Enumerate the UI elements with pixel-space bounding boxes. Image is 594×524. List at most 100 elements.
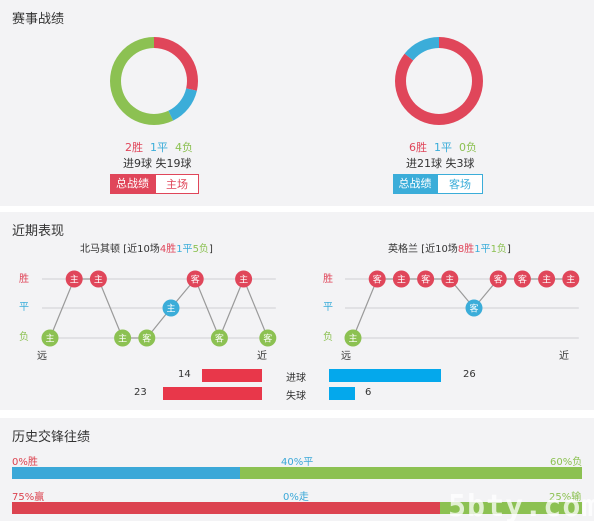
left-form-match-marker <box>186 270 204 288</box>
left-wins: 2胜 <box>125 141 143 154</box>
right-far-label: 远 <box>341 350 351 362</box>
left-goals-line: 进9球 失19球 <box>123 157 192 170</box>
right-form-match-marker <box>441 270 459 288</box>
left-form-match-venue: 主 <box>94 274 103 286</box>
right-axis-loss-label: 负 <box>323 330 333 343</box>
left-conceded-bar <box>163 387 262 400</box>
right-form-match-marker <box>465 299 483 317</box>
left-form-match-marker <box>41 329 59 347</box>
right-conceded-bar <box>329 387 355 400</box>
right-form-match-venue: 主 <box>445 274 454 286</box>
h2h-handicap-win-rate: 75%赢 <box>12 492 45 503</box>
left-form-trend <box>49 277 269 340</box>
right-form-match-marker <box>538 270 556 288</box>
right-goals-bar <box>329 369 441 382</box>
h2h-draw-rate: 40%平 <box>281 457 314 468</box>
left-form-match-venue: 主 <box>166 303 175 315</box>
right-form-match-marker <box>392 270 410 288</box>
head-to-head-title: 历史交锋往绩 <box>12 430 91 445</box>
left-donut-win-slice <box>154 37 198 91</box>
right-form-match-venue: 客 <box>469 303 478 315</box>
right-form-match-marker <box>489 270 507 288</box>
right-away-tab[interactable]: 客场 <box>437 174 483 194</box>
goals-label: 进球 <box>286 373 306 384</box>
left-form-match-marker <box>210 329 228 347</box>
left-form-match-venue: 客 <box>191 274 200 286</box>
right-axis-win-label: 胜 <box>323 273 333 285</box>
head-to-head-panel: 历史交锋往绩 0%胜 40%平 60%负 75%赢 0%走 25%输 5bty.… <box>0 418 594 524</box>
h2h-result-loss-segment <box>240 467 582 479</box>
right-conceded-value: 6 <box>365 387 372 398</box>
h2h-handicap-loss-segment <box>439 502 582 514</box>
left-goals-value: 14 <box>178 369 191 380</box>
right-team-form-header: 英格兰 [近10场8胜1平1负] <box>388 244 511 255</box>
left-team-name: 北马其顿 <box>80 244 120 255</box>
left-form-match-venue: 主 <box>239 274 248 286</box>
site-watermark: 5bty.com <box>448 489 594 524</box>
h2h-handicap-push-rate: 0%走 <box>283 492 309 503</box>
right-form-match-marker <box>344 329 362 347</box>
right-draws: 1平 <box>434 141 452 154</box>
right-form-match-marker <box>368 270 386 288</box>
left-form-match-venue: 客 <box>142 333 151 345</box>
right-form-line: 主客主客主客客客主主 <box>344 270 580 347</box>
right-form-match-venue: 主 <box>566 274 575 286</box>
left-team-donut-chart <box>110 37 198 125</box>
right-form-match-venue: 客 <box>421 274 430 286</box>
left-losses: 4负 <box>175 141 193 154</box>
left-conceded-value: 23 <box>134 387 147 398</box>
left-overall-tab[interactable]: 总战绩 <box>110 174 155 194</box>
right-record-line: 6胜 1平 0负 <box>409 139 477 155</box>
season-record-panel: 赛事战绩 2胜 1平 4负 进9球 失19球 总战绩 主场 6胜 1平 0负 进… <box>0 0 594 206</box>
h2h-handicap-loss-rate: 25%输 <box>549 492 582 503</box>
right-wins: 6胜 <box>409 141 427 154</box>
left-axis-loss-label: 负 <box>19 330 29 343</box>
right-form-trend <box>352 278 571 339</box>
left-home-tab[interactable]: 主场 <box>155 174 199 194</box>
season-record-title: 赛事战绩 <box>12 12 65 27</box>
h2h-result-bar <box>12 467 582 479</box>
recent-form-title: 近期表现 <box>12 224 65 239</box>
conceded-label: 失球 <box>286 391 306 402</box>
right-form-match-marker <box>562 270 580 288</box>
right-axis-draw-label: 平 <box>323 302 333 313</box>
right-form-match-venue: 主 <box>397 274 406 286</box>
left-form-match-venue: 主 <box>70 274 79 286</box>
left-team-form-header: 北马其顿 [近10场4胜1平5负] <box>80 244 213 255</box>
right-form-match-venue: 客 <box>494 274 503 286</box>
h2h-handicap-win-segment <box>12 502 440 514</box>
left-form-match-marker <box>259 329 277 347</box>
h2h-handicap-bar <box>12 502 582 514</box>
right-losses: 0负 <box>459 141 477 154</box>
right-overall-tab[interactable]: 总战绩 <box>393 174 437 194</box>
left-axis-draw-label: 平 <box>19 302 29 313</box>
left-form-match-marker <box>65 270 83 288</box>
right-form-match-marker <box>417 270 435 288</box>
left-form-match-marker <box>138 329 156 347</box>
right-goals-value: 26 <box>463 369 476 380</box>
left-donut-loss-slice <box>110 37 174 125</box>
right-form-match-venue: 主 <box>348 333 357 345</box>
left-axis-win-label: 胜 <box>19 273 29 285</box>
left-donut-draw-slice <box>168 88 197 121</box>
right-team-donut-chart <box>395 37 483 125</box>
right-goals-line: 进21球 失3球 <box>406 157 475 170</box>
left-far-label: 远 <box>37 350 47 362</box>
left-form-match-marker <box>162 299 180 317</box>
right-form-match-venue: 客 <box>373 274 382 286</box>
left-form-match-venue: 主 <box>45 333 54 345</box>
right-donut-draw-slice <box>404 37 439 61</box>
left-form-match-venue: 主 <box>118 333 127 345</box>
left-near-label: 近 <box>257 349 267 362</box>
left-form-match-marker <box>89 270 107 288</box>
left-form-match-marker <box>235 270 253 288</box>
left-form-match-marker <box>114 329 132 347</box>
recent-form-chart: 主主 主主 客主客客主客 主客主客主客客客主主 胜 平 负 胜 平 负 远 近 远 … <box>19 270 580 362</box>
left-form-match-venue: 客 <box>263 333 272 345</box>
left-goals-bar <box>201 369 262 382</box>
left-draws: 1平 <box>150 141 168 154</box>
h2h-result-draw-segment <box>12 467 240 479</box>
right-form-match-venue: 主 <box>542 274 551 286</box>
right-team-name: 英格兰 <box>388 244 418 255</box>
